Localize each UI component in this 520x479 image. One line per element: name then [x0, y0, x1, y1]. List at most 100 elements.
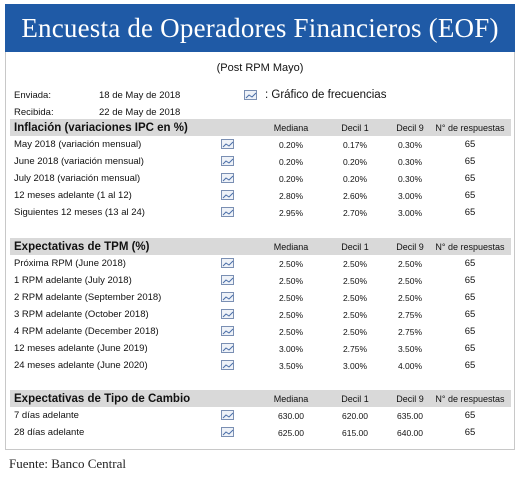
sent-date: 18 de May de 2018	[99, 90, 181, 101]
row-label: May 2018 (variación mensual)	[14, 139, 142, 150]
cell-decil9: 3.00%	[397, 190, 423, 201]
col-respuestas-header: N° de respuestas	[435, 393, 505, 404]
exchange-rate-section: Expectativas de Tipo de Cambio Mediana D…	[10, 390, 511, 441]
cell-decil1: 3.00%	[342, 360, 368, 371]
cell-mediana: 2.80%	[278, 190, 304, 201]
tpm-section: Expectativas de TPM (%) Mediana Decil 1 …	[10, 238, 511, 374]
cell-decil1: 2.50%	[342, 292, 368, 303]
cell-decil9: 4.00%	[397, 360, 423, 371]
received-label: Recibida:	[14, 107, 54, 118]
chart-icon[interactable]	[221, 207, 234, 217]
cell-decil1: 2.50%	[342, 258, 368, 269]
inflation-section: Inflación (variaciones IPC en %) Mediana…	[10, 119, 511, 221]
table-row: 12 meses adelante (1 al 12) 2.80% 2.60% 3.0…	[10, 187, 511, 204]
chart-icon[interactable]	[221, 139, 234, 149]
row-label: 12 meses adelante (1 al 12)	[14, 190, 132, 201]
cell-mediana: 630.00	[278, 410, 304, 421]
cell-decil9: 635.00	[397, 410, 423, 421]
chart-icon[interactable]	[221, 292, 234, 302]
cell-mediana: 2.50%	[278, 275, 304, 286]
sent-label: Enviada:	[14, 90, 51, 101]
cell-decil9: 3.50%	[397, 343, 423, 354]
cell-decil9: 0.30%	[397, 156, 423, 167]
table-row: May 2018 (variación mensual) 0.20% 0.17% 0.…	[10, 136, 511, 153]
cell-respuestas: 65	[464, 410, 476, 421]
chart-icon[interactable]	[221, 410, 234, 420]
cell-respuestas: 65	[464, 190, 476, 201]
col-mediana-header: Mediana	[273, 241, 309, 252]
table-row: June 2018 (variación mensual) 0.20% 0.20% 0…	[10, 153, 511, 170]
received-date: 22 de May de 2018	[99, 107, 181, 118]
table-row: 1 RPM adelante (July 2018) 2.50% 2.50% 2.50…	[10, 272, 511, 289]
section-title: Expectativas de TPM (%)	[14, 240, 150, 253]
table-row: 24 meses adelante (June 2020) 3.50% 3.00% 4…	[10, 357, 511, 374]
col-respuestas-header: N° de respuestas	[435, 241, 505, 252]
cell-decil9: 0.30%	[397, 173, 423, 184]
chart-icon[interactable]	[221, 309, 234, 319]
chart-icon[interactable]	[221, 326, 234, 336]
cell-respuestas: 65	[464, 427, 476, 438]
col-decil9-header: Decil 9	[396, 122, 424, 133]
cell-mediana: 2.50%	[278, 292, 304, 303]
cell-mediana: 3.00%	[278, 343, 304, 354]
chart-icon[interactable]	[221, 275, 234, 285]
table-row: 3 RPM adelante (October 2018) 2.50% 2.50% 2…	[10, 306, 511, 323]
cell-mediana: 0.20%	[278, 173, 304, 184]
cell-decil1: 2.70%	[342, 207, 368, 218]
row-label: 1 RPM adelante (July 2018)	[14, 275, 132, 286]
col-respuestas-header: N° de respuestas	[435, 122, 505, 133]
cell-respuestas: 65	[464, 326, 476, 337]
table-row: 2 RPM adelante (September 2018) 2.50% 2.50…	[10, 289, 511, 306]
cell-respuestas: 65	[464, 173, 476, 184]
report-title: Encuesta de Operadores Financieros (EOF)	[21, 12, 499, 43]
row-label: 4 RPM adelante (December 2018)	[14, 326, 159, 337]
chart-icon[interactable]	[221, 156, 234, 166]
source-note: Fuente: Banco Central	[9, 456, 126, 471]
table-row: 12 meses adelante (June 2019) 3.00% 2.75% 3…	[10, 340, 511, 357]
table-row: 7 días adelante 630.00 620.00 635.00 65	[10, 407, 511, 424]
chart-icon[interactable]	[221, 360, 234, 370]
chart-icon[interactable]	[221, 173, 234, 183]
cell-decil1: 2.60%	[342, 190, 368, 201]
col-mediana-header: Mediana	[273, 122, 309, 133]
row-label: Siguientes 12 meses (13 al 24)	[14, 207, 145, 218]
chart-icon[interactable]	[221, 190, 234, 200]
row-label: 3 RPM adelante (October 2018)	[14, 309, 149, 320]
col-decil9-header: Decil 9	[396, 241, 424, 252]
cell-mediana: 625.00	[278, 427, 304, 438]
frequency-chart-legend: : Gráfico de frecuencias	[244, 89, 386, 101]
row-label: 28 días adelante	[14, 427, 85, 438]
cell-decil1: 2.50%	[342, 275, 368, 286]
cell-decil1: 615.00	[342, 427, 368, 438]
row-label: 24 meses adelante (June 2020)	[14, 360, 148, 371]
row-label: 7 días adelante	[14, 410, 79, 421]
cell-decil9: 3.00%	[397, 207, 423, 218]
table-row: 4 RPM adelante (December 2018) 2.50% 2.50%…	[10, 323, 511, 340]
row-label: July 2018 (variación mensual)	[14, 173, 141, 184]
col-decil1-header: Decil 1	[341, 241, 369, 252]
cell-respuestas: 65	[464, 258, 476, 269]
chart-icon[interactable]	[221, 343, 234, 353]
row-label: Próxima RPM (June 2018)	[14, 258, 126, 269]
table-row: 28 días adelante 625.00 615.00 640.00 65	[10, 424, 511, 441]
cell-decil1: 2.75%	[342, 343, 368, 354]
report-title-banner: Encuesta de Operadores Financieros (EOF)	[5, 4, 515, 52]
chart-icon[interactable]	[221, 427, 234, 437]
cell-decil9: 2.50%	[397, 292, 423, 303]
cell-respuestas: 65	[464, 292, 476, 303]
chart-icon[interactable]	[221, 258, 234, 268]
section-header: Inflación (variaciones IPC en %) Mediana…	[10, 119, 511, 136]
cell-respuestas: 65	[464, 139, 476, 150]
section-title: Expectativas de Tipo de Cambio	[14, 392, 191, 405]
col-decil1-header: Decil 1	[341, 122, 369, 133]
table-row: Siguientes 12 meses (13 al 24) 2.95% 2.70%…	[10, 204, 511, 221]
row-label: 12 meses adelante (June 2019)	[14, 343, 148, 354]
table-row: July 2018 (variación mensual) 0.20% 0.20% 0…	[10, 170, 511, 187]
frequency-chart-label: : Gráfico de frecuencias	[265, 89, 387, 101]
cell-decil1: 0.20%	[342, 156, 368, 167]
section-header: Expectativas de Tipo de Cambio Mediana D…	[10, 390, 511, 407]
cell-decil9: 2.50%	[397, 275, 423, 286]
cell-mediana: 3.50%	[278, 360, 304, 371]
cell-mediana: 0.20%	[278, 139, 304, 150]
section-title: Inflación (variaciones IPC en %)	[14, 121, 188, 134]
